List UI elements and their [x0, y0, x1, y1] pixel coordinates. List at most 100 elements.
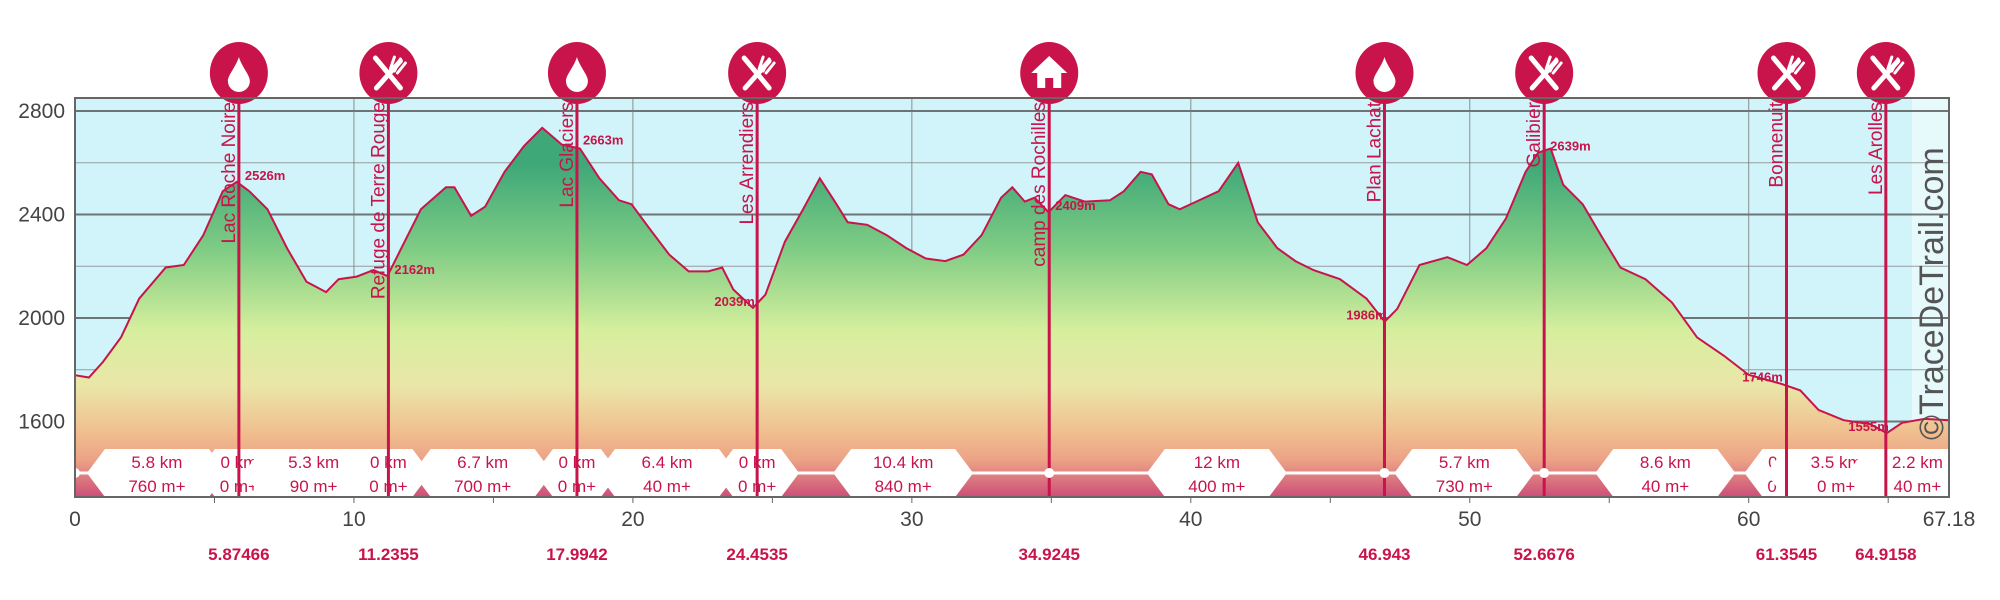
segment-pill-shape	[597, 449, 738, 497]
fork-tines	[1787, 55, 1805, 75]
segment-distance: 5.8 km	[131, 453, 182, 472]
segment-distance: 8.6 km	[1640, 453, 1691, 472]
segment-distance: 5.3 km	[288, 453, 339, 472]
waypoint-dot	[1539, 468, 1550, 478]
segment-pill: 12 km 400 m+	[1146, 449, 1287, 497]
fork-knife-icon	[741, 55, 776, 91]
waypoint-km-label: 11.2355	[358, 545, 419, 564]
fork-tines	[1886, 55, 1905, 75]
waypoint-name: Plan Lachat	[1364, 101, 1385, 202]
waypoint-marker: Galibier 52.6676	[1513, 42, 1575, 564]
segment-pill: 5.8 km 760 m+	[86, 449, 227, 497]
waypoints: Lac Roche Noire 5.87466 Refuge de Terre Ro…	[208, 42, 1917, 564]
x-tick-label: 50	[1458, 508, 1481, 531]
waypoint-marker: Lac Roche Noire 5.87466	[208, 42, 270, 564]
waypoint-marker: camp des Rochilles 34.9245	[1018, 42, 1080, 564]
segment-gain: 400 m+	[1188, 477, 1245, 496]
segment-distance: 5.7 km	[1439, 453, 1490, 472]
elevation-line	[74, 126, 1950, 435]
waypoint-marker: Bonnenuit 61.3545	[1756, 42, 1817, 564]
waypoint-name: Bonnenuit	[1766, 101, 1787, 187]
water-drop-icon	[1373, 57, 1396, 92]
waypoint-km-label: 5.87466	[208, 545, 269, 564]
waypoint-km-label: 46.943	[1358, 545, 1410, 564]
segment-pill: 8.6 km 40 m+	[1595, 449, 1736, 497]
segment-gain: 90 m+	[290, 477, 338, 496]
segment-distance: 12 km	[1194, 453, 1240, 472]
segment-gain: 40 m+	[1641, 477, 1689, 496]
waypoint-name: Refuge de Terre Rouge	[368, 102, 389, 299]
elevation-label: 1555m	[1848, 419, 1888, 434]
x-tick-label: 40	[1179, 508, 1202, 531]
elevation-labels: 2526m 2162m 2663m 2039m 2409m 1986m 2639m 1746m…	[245, 132, 1889, 434]
x-tick-label: 20	[621, 508, 644, 531]
y-tick-label: 2400	[18, 204, 65, 227]
x-tick-label: 0	[69, 508, 81, 531]
segment-gain: 0 m+	[1817, 477, 1855, 496]
segment-pill-shape	[1394, 449, 1535, 497]
elevation-label: 2639m	[1550, 139, 1590, 154]
elevation-label: 1986m	[1346, 308, 1386, 323]
waypoint-marker: Plan Lachat 46.943	[1355, 42, 1414, 564]
segment-gain: 760 m+	[128, 477, 185, 496]
waypoint-km-label: 24.4535	[726, 545, 787, 564]
plot-frame	[74, 97, 1950, 498]
waypoint-marker: Refuge de Terre Rouge 11.2355	[358, 42, 419, 564]
waypoint-km-label: 17.9942	[546, 545, 607, 564]
y-tick-label: 2800	[18, 100, 65, 123]
segment-distance: 10.4 km	[873, 453, 933, 472]
waypoint-dot	[1379, 468, 1390, 478]
fork-knife-icon	[1528, 55, 1563, 91]
waypoint-name: Lac Roche Noire	[219, 102, 240, 244]
elevation-label: 1746m	[1742, 370, 1782, 385]
house-icon	[1031, 56, 1068, 88]
segment-pill: 2.2 km 40 m+	[1847, 449, 1988, 497]
segment-pill-shape	[412, 449, 553, 497]
elevation-label: 2039m	[714, 294, 754, 309]
segment-distance: 3.5 km	[1811, 453, 1862, 472]
elevation-label: 2409m	[1055, 198, 1095, 213]
waypoint-marker: Les Arrendiers 24.4535	[726, 42, 788, 564]
waypoint-name: Lac Glaciers	[557, 102, 578, 208]
fork-knife-icon	[1770, 55, 1805, 91]
fork-tines	[757, 55, 776, 75]
segment-pill-shape	[243, 449, 384, 497]
segment-distance: 6.4 km	[642, 453, 693, 472]
x-tick-label: 10	[342, 508, 365, 531]
segment-pill-shape	[86, 449, 227, 497]
segment-pill-shape	[1595, 449, 1736, 497]
water-drop-icon	[565, 57, 588, 92]
segment-pill: 10.4 km 840 m+	[833, 449, 974, 497]
segment-gain: 40 m+	[1894, 477, 1942, 496]
segment-gain: 700 m+	[454, 477, 511, 496]
segment-pill-shape	[1146, 449, 1287, 497]
waypoint-name: Les Arolles	[1866, 102, 1887, 195]
waypoint-km-label: 52.6676	[1513, 545, 1574, 564]
x-tick-label: 60	[1737, 508, 1760, 531]
waypoint-dot	[1044, 468, 1055, 478]
segment-gain: 840 m+	[875, 477, 932, 496]
segment-pill: 5.7 km 730 m+	[1394, 449, 1535, 497]
waypoint-km-label: 64.9158	[1855, 545, 1916, 564]
waypoint-km-label: 34.9245	[1018, 545, 1079, 564]
segment-pill-shape	[833, 449, 974, 497]
segment-distance: 2.2 km	[1892, 453, 1943, 472]
waypoint-marker: Les Arolles 64.9158	[1855, 42, 1917, 564]
x-tick-label: 67.18	[1923, 508, 1976, 531]
waypoint-name: camp des Rochilles	[1029, 102, 1050, 267]
y-tick-label: 1600	[18, 411, 65, 434]
segment-pill: 6.4 km 40 m+	[597, 449, 738, 497]
segment-pill-shape	[1847, 449, 1988, 497]
elevation-area	[75, 127, 1949, 498]
water-drop-icon	[227, 57, 250, 92]
axes: 1600 2000 2400 2800 0 10 20 30 40 50 60 67.18	[18, 100, 1975, 531]
waypoint-marker: Lac Glaciers 17.9942	[546, 42, 608, 564]
segment-pill: 5.3 km 90 m+	[243, 449, 384, 497]
fork-knife-icon	[372, 55, 407, 91]
waypoint-name: Les Arrendiers	[737, 102, 758, 225]
segment-gain: 730 m+	[1436, 477, 1493, 496]
fork-tines	[1544, 55, 1563, 75]
fork-knife-icon	[1870, 55, 1905, 91]
segment-gain: 40 m+	[643, 477, 691, 496]
